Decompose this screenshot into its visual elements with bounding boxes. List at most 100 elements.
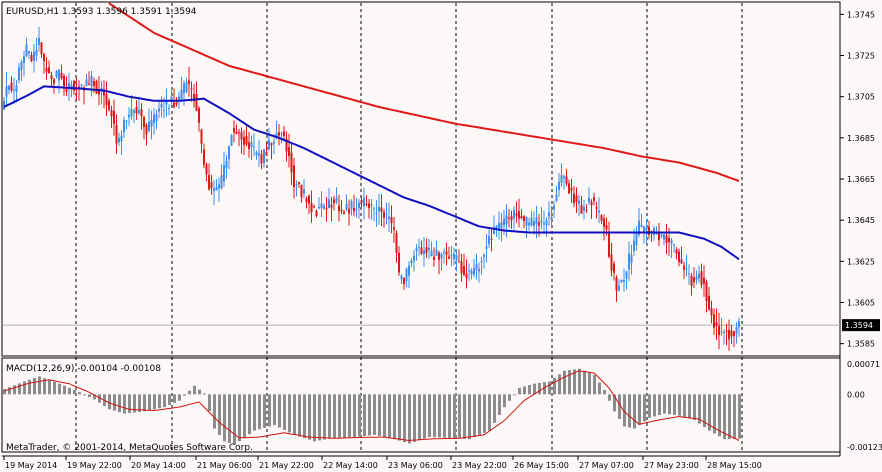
candle-body <box>458 261 460 263</box>
macd-bar <box>453 394 456 439</box>
macd-bar <box>488 394 491 431</box>
candle <box>363 187 365 220</box>
candle <box>463 253 465 277</box>
candle-body <box>255 152 258 156</box>
candle <box>100 81 103 105</box>
candle-body <box>360 199 363 203</box>
candle-body <box>545 220 548 226</box>
macd-signal-line <box>3 370 740 442</box>
macd-bar <box>23 381 26 395</box>
candle-body <box>608 232 610 257</box>
candle <box>693 267 695 288</box>
price-tick-label: 1.3665 <box>847 175 875 184</box>
candle <box>230 134 233 147</box>
macd-bar <box>93 394 96 400</box>
candle <box>723 329 725 345</box>
macd-bar <box>183 394 186 396</box>
macd-title: MACD(12,26,9) -0.00104 -0.00108 <box>6 364 161 374</box>
candle <box>515 201 518 223</box>
macd-bar <box>613 394 616 412</box>
candle <box>90 70 93 97</box>
candle-body <box>373 208 375 210</box>
macd-bar <box>673 394 676 415</box>
candle-body <box>120 135 123 142</box>
candle-body <box>205 164 208 175</box>
macd-bar <box>718 394 721 437</box>
candle-body <box>440 253 443 259</box>
candle-body <box>463 266 465 275</box>
macd-bar <box>593 375 596 395</box>
candle-body <box>615 277 618 291</box>
macd-bar <box>433 394 436 438</box>
candle-body <box>728 330 730 340</box>
candle-body <box>505 215 508 225</box>
candle <box>325 197 328 222</box>
macd-bar <box>618 394 621 419</box>
macd-bar <box>203 393 206 395</box>
candle-body <box>213 188 215 192</box>
candle-body <box>5 86 8 97</box>
candle-body <box>613 263 615 273</box>
candle-body <box>238 132 240 134</box>
candle-body <box>410 260 413 264</box>
macd-bar <box>298 394 301 437</box>
candle <box>215 179 218 191</box>
macd-bar <box>443 394 446 438</box>
candle <box>573 185 575 208</box>
candle <box>670 237 673 258</box>
price-tick-label: 1.3605 <box>847 298 875 307</box>
macd-bar <box>78 392 81 395</box>
candle-body <box>118 137 120 143</box>
time-tick-label: 27 May 07:00 <box>579 461 634 470</box>
candle-body <box>603 218 605 227</box>
candle <box>470 268 473 280</box>
candle-body <box>713 314 715 328</box>
candle <box>498 211 500 240</box>
candle-body <box>153 114 155 124</box>
candle-body <box>55 70 58 77</box>
candle-body <box>583 206 585 211</box>
candle-body <box>570 187 573 191</box>
candle-body <box>600 215 603 221</box>
macd-bar <box>233 394 236 445</box>
candle <box>588 187 590 206</box>
macd-bar <box>328 394 331 439</box>
candle-body <box>60 72 63 79</box>
macd-bar <box>633 394 636 429</box>
candle-body <box>403 277 405 285</box>
candle-body <box>380 207 383 212</box>
macd-indicator <box>3 368 741 445</box>
candle <box>340 199 343 215</box>
chart-title: EURUSD,H1 1.3593 1.3596 1.3591 1.3594 <box>6 7 197 17</box>
candle-body <box>470 270 473 275</box>
macd-bar <box>3 389 6 395</box>
candle <box>618 279 620 292</box>
candle <box>225 154 228 179</box>
macd-bar <box>523 386 526 395</box>
candle <box>518 198 520 228</box>
macd-bar <box>53 381 56 395</box>
macd-bar <box>248 394 251 435</box>
candle <box>468 263 470 281</box>
candle <box>370 198 373 220</box>
candle-body <box>65 87 68 92</box>
candle-body <box>330 204 333 208</box>
candle <box>358 198 360 219</box>
candle <box>33 43 35 73</box>
candle <box>233 120 235 143</box>
copyright-text: MetaTrader, © 2001-2014, MetaQuotes Soft… <box>6 443 253 453</box>
candle-body <box>408 265 410 276</box>
candle-body <box>455 255 458 261</box>
candle-body <box>688 273 690 275</box>
candle-body <box>630 254 633 263</box>
candle <box>300 184 303 203</box>
price-tick-label: 1.3645 <box>847 216 875 225</box>
candle-body <box>290 152 293 173</box>
candle <box>185 77 188 94</box>
candle <box>685 254 688 277</box>
macd-bar <box>728 394 731 440</box>
candle <box>60 64 63 80</box>
macd-bar <box>28 379 31 395</box>
candle-body <box>638 220 640 235</box>
